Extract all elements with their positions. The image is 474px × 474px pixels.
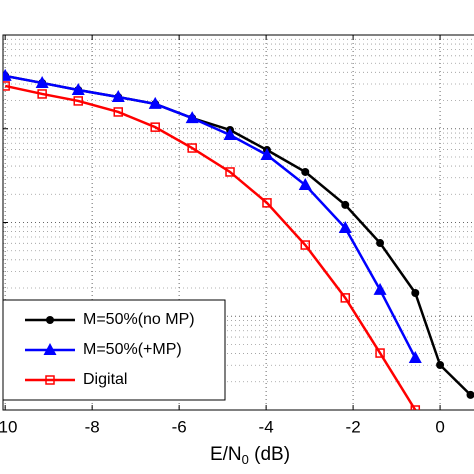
- marker: [148, 96, 162, 109]
- legend-label: Digital: [83, 371, 127, 388]
- marker: [223, 127, 237, 140]
- x-tick-label: -10: [0, 417, 17, 436]
- marker: [298, 178, 312, 191]
- legend-label: M=50%(no MP): [83, 311, 195, 328]
- series-line: [4, 74, 417, 359]
- marker: [375, 348, 385, 358]
- x-tick-label: -2: [346, 417, 361, 436]
- marker: [111, 90, 125, 103]
- marker: [46, 316, 54, 324]
- x-tick-label: -4: [259, 417, 274, 436]
- marker: [341, 200, 350, 209]
- marker: [3, 81, 10, 91]
- marker: [45, 375, 55, 385]
- marker: [225, 167, 235, 177]
- marker: [185, 111, 199, 124]
- marker: [301, 167, 310, 176]
- x-axis-label: E/N0 (dB): [210, 444, 290, 467]
- marker: [187, 143, 197, 153]
- marker: [73, 96, 83, 106]
- x-tick-label: -6: [172, 417, 187, 436]
- marker: [376, 239, 385, 248]
- marker: [410, 405, 421, 410]
- marker: [338, 220, 352, 233]
- x-tick-label: 0: [435, 417, 444, 436]
- plot-area: [3, 68, 474, 410]
- marker: [35, 75, 49, 88]
- marker: [43, 343, 57, 355]
- marker: [71, 83, 85, 96]
- x-tick-label: -8: [85, 417, 100, 436]
- x-label-main: E/N: [210, 444, 242, 465]
- series-line: [4, 84, 417, 410]
- legend-label: M=50%(+MP): [83, 341, 182, 358]
- x-label-unit: (dB): [249, 444, 290, 465]
- marker: [300, 240, 311, 250]
- marker: [340, 293, 351, 303]
- marker: [37, 89, 47, 99]
- marker: [150, 122, 160, 132]
- marker: [411, 289, 420, 298]
- marker: [466, 390, 474, 399]
- marker: [113, 107, 123, 117]
- marker: [260, 147, 274, 160]
- marker: [436, 360, 445, 369]
- x-label-sub: 0: [242, 452, 249, 467]
- marker: [3, 68, 12, 81]
- marker: [408, 350, 422, 363]
- marker: [373, 282, 387, 295]
- marker: [262, 198, 272, 208]
